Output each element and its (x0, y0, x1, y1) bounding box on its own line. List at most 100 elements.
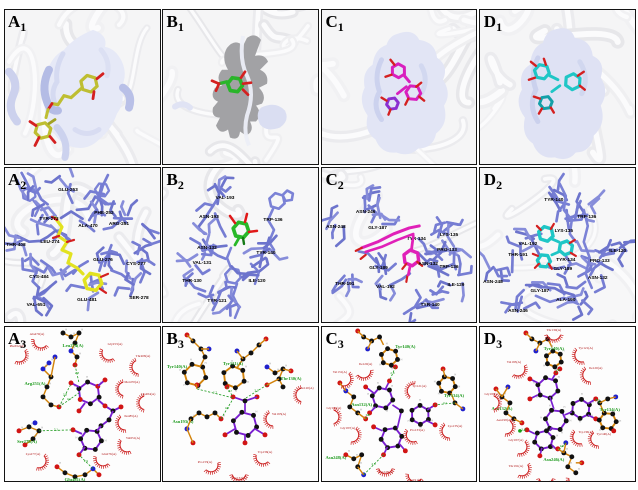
svg-text:H: H (179, 368, 181, 372)
svg-text:H: H (285, 363, 287, 367)
svg-text:H: H (49, 381, 51, 385)
svg-text:H: H (21, 425, 23, 429)
svg-text:SER-278: SER-278 (129, 294, 149, 300)
svg-text:Ala470(A): Ala470(A) (29, 332, 44, 336)
svg-text:H: H (356, 453, 358, 457)
svg-text:2.8: 2.8 (74, 371, 78, 375)
svg-text:H: H (386, 408, 388, 412)
svg-text:Pro133(A): Pro133(A) (410, 427, 424, 431)
svg-text:Gly187(A): Gly187(A) (509, 437, 524, 441)
svg-text:ARG-251: ARG-251 (108, 221, 129, 227)
svg-text:H: H (235, 389, 237, 393)
svg-text:Phe652(A): Phe652(A) (9, 344, 24, 348)
svg-text:H: H (391, 366, 393, 370)
svg-text:ASN-193: ASN-193 (199, 214, 219, 220)
svg-text:H: H (183, 382, 185, 386)
svg-text:ILE-120: ILE-120 (248, 277, 265, 283)
svg-text:Asn246(A): Asn246(A) (378, 469, 393, 473)
svg-text:3.1: 3.1 (53, 427, 57, 431)
svg-text:TYR-140: TYR-140 (256, 249, 275, 255)
svg-text:GLU-253: GLU-253 (58, 187, 78, 193)
svg-text:2.7: 2.7 (213, 390, 217, 394)
svg-text:GLY-189: GLY-189 (369, 264, 388, 270)
svg-text:LYS-135: LYS-135 (555, 228, 574, 234)
svg-text:LEU-274: LEU-274 (40, 238, 59, 244)
svg-text:VAL-193: VAL-193 (216, 195, 235, 201)
svg-text:H: H (86, 374, 88, 378)
svg-text:H: H (245, 364, 247, 368)
svg-text:Thr130(A): Thr130(A) (547, 328, 562, 332)
svg-text:LYS-135: LYS-135 (440, 231, 459, 237)
svg-text:VAL-651: VAL-651 (26, 301, 45, 307)
svg-text:Asn132(A): Asn132(A) (231, 475, 246, 479)
svg-text:Tyr140(A): Tyr140(A) (395, 344, 416, 349)
svg-text:H: H (231, 358, 233, 362)
svg-text:H: H (509, 407, 511, 411)
svg-text:THR-191: THR-191 (509, 251, 529, 257)
svg-text:H: H (544, 363, 546, 367)
svg-text:Tyr121(A): Tyr121(A) (579, 346, 593, 350)
svg-text:CYS-484: CYS-484 (29, 273, 49, 279)
svg-text:H: H (45, 363, 47, 367)
svg-text:H: H (367, 392, 369, 396)
svg-text:H: H (600, 428, 602, 432)
svg-text:H: H (31, 421, 33, 425)
svg-text:H: H (533, 380, 535, 384)
svg-text:H: H (434, 379, 436, 383)
svg-text:H: H (277, 367, 279, 371)
svg-text:H: H (563, 348, 565, 352)
svg-text:Gly189(A): Gly189(A) (327, 405, 342, 409)
svg-text:3.0: 3.0 (66, 397, 70, 401)
svg-text:3.0: 3.0 (225, 405, 229, 409)
svg-text:H: H (570, 418, 572, 422)
svg-text:H: H (536, 394, 538, 398)
svg-text:H: H (35, 433, 37, 437)
svg-text:H: H (566, 447, 568, 451)
svg-text:Tyr140(A): Tyr140(A) (167, 364, 188, 369)
svg-text:TRP-136: TRP-136 (578, 214, 597, 220)
svg-text:Gly253(A): Gly253(A) (107, 342, 122, 346)
svg-text:Trp136(A): Trp136(A) (579, 429, 594, 433)
svg-text:H: H (51, 357, 53, 361)
svg-text:ASN-246: ASN-246 (508, 307, 528, 313)
svg-text:Glu276(A): Glu276(A) (101, 451, 116, 455)
svg-text:H: H (549, 403, 551, 407)
svg-text:Ile485(A): Ile485(A) (124, 413, 137, 417)
svg-text:H: H (578, 467, 580, 471)
svg-text:Ser278(A): Ser278(A) (17, 438, 37, 443)
svg-text:PHE-252: PHE-252 (94, 210, 114, 216)
svg-text:H: H (79, 351, 81, 355)
svg-text:H: H (591, 413, 593, 417)
svg-text:Tyr121(A): Tyr121(A) (223, 361, 244, 366)
svg-text:ASN-132: ASN-132 (197, 244, 217, 250)
svg-text:H: H (247, 379, 249, 383)
svg-text:VAL-131: VAL-131 (193, 259, 212, 265)
svg-text:2.9: 2.9 (83, 458, 87, 462)
svg-text:H: H (408, 419, 410, 423)
svg-text:H: H (198, 386, 200, 390)
svg-text:H: H (223, 413, 225, 417)
svg-text:H: H (555, 368, 557, 372)
svg-text:Ile120(A): Ile120(A) (359, 362, 372, 366)
svg-text:Val193(A): Val193(A) (272, 411, 286, 415)
svg-text:Val651(A): Val651(A) (125, 435, 139, 439)
svg-text:ILE-120: ILE-120 (610, 247, 627, 253)
svg-text:Tyr140(A): Tyr140(A) (597, 431, 611, 435)
svg-text:H: H (59, 461, 61, 465)
svg-text:2.8: 2.8 (390, 371, 394, 375)
svg-text:Ile120(A): Ile120(A) (589, 366, 602, 370)
svg-text:Asn246(A): Asn246(A) (544, 456, 565, 461)
svg-text:3.0: 3.0 (366, 412, 370, 416)
svg-text:Asn248(A): Asn248(A) (539, 479, 554, 481)
svg-text:H: H (391, 384, 393, 388)
svg-text:2.9: 2.9 (372, 461, 376, 465)
svg-text:2.8: 2.8 (556, 368, 560, 372)
svg-text:ASN-246: ASN-246 (356, 209, 376, 215)
svg-text:H: H (377, 381, 379, 385)
svg-text:2.9: 2.9 (62, 392, 66, 396)
svg-text:PRO-133: PRO-133 (590, 257, 610, 263)
svg-text:TYR-140: TYR-140 (421, 301, 440, 307)
svg-text:H: H (438, 391, 440, 395)
svg-text:TYR-134: TYR-134 (407, 235, 426, 241)
svg-text:Val131(A): Val131(A) (333, 370, 347, 374)
